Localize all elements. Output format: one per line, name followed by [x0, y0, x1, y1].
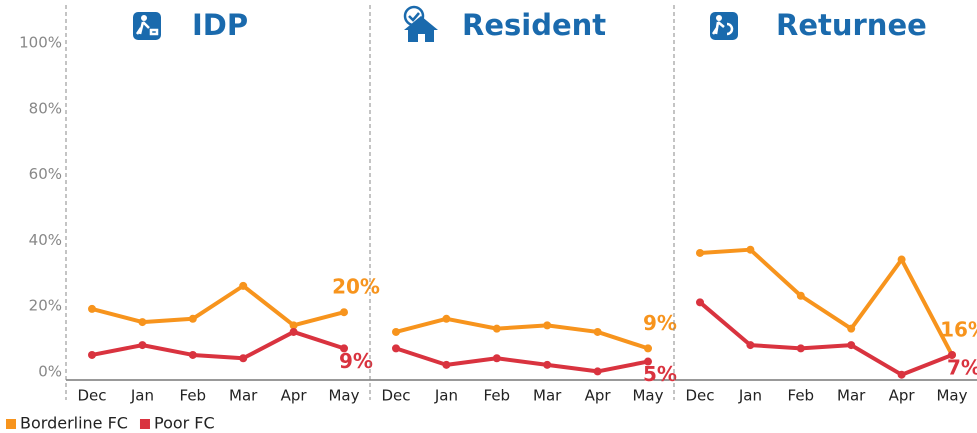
y-tick-label: 40%: [29, 231, 62, 249]
point: [239, 354, 248, 363]
point: [593, 367, 602, 376]
x-tick-label: Apr: [585, 387, 612, 405]
y-tick-label: 80%: [29, 99, 62, 117]
series-line: [698, 300, 953, 377]
series-line: [91, 283, 345, 328]
y-tick-label: 20%: [29, 297, 62, 315]
legend-label: Poor FC: [154, 414, 215, 433]
point: [340, 344, 348, 353]
x-tick-label: Dec: [685, 387, 714, 405]
y-tick-label: 100%: [19, 34, 62, 52]
point: [492, 354, 501, 363]
series-line: [395, 346, 649, 374]
x-tick-label: Apr: [889, 387, 916, 405]
legend-label: Borderline FC: [20, 414, 128, 433]
point: [847, 341, 856, 350]
series-line: [699, 247, 954, 356]
end-label: 7%: [947, 355, 977, 379]
x-tick-label: Jan: [130, 387, 154, 405]
x-tick-label: Feb: [788, 387, 815, 405]
point: [644, 357, 652, 366]
point: [442, 314, 451, 323]
point: [796, 344, 805, 353]
point: [746, 245, 755, 254]
legend-swatch: [6, 419, 16, 429]
end-label: 9%: [339, 349, 373, 373]
end-label: 5%: [643, 362, 677, 386]
point: [88, 350, 96, 359]
point: [88, 304, 96, 313]
point: [188, 350, 197, 359]
x-tick-label: Mar: [533, 387, 562, 405]
point: [593, 327, 602, 336]
point: [897, 255, 906, 264]
point: [340, 308, 348, 317]
series-line: [395, 316, 649, 351]
point: [696, 298, 704, 307]
x-tick-label: Dec: [381, 387, 410, 405]
y-tick-label: 60%: [29, 165, 62, 183]
icon: [403, 5, 438, 42]
x-tick-label: Dec: [77, 387, 106, 405]
point: [188, 314, 197, 323]
point: [644, 344, 652, 353]
x-tick-label: Jan: [738, 387, 762, 405]
end-label: 20%: [332, 275, 380, 299]
panel-title: Resident: [462, 8, 606, 42]
icon: [710, 12, 738, 40]
point: [239, 281, 248, 290]
point: [847, 324, 856, 333]
x-tick-label: Feb: [180, 387, 207, 405]
legend-swatch: [139, 419, 150, 429]
x-tick-label: Mar: [837, 387, 866, 405]
x-tick-label: Apr: [281, 387, 308, 405]
icon: [133, 12, 161, 40]
x-tick-label: Mar: [229, 387, 258, 405]
y-tick-label: 0%: [38, 363, 62, 381]
point: [897, 370, 906, 379]
point: [138, 341, 147, 350]
point: [442, 360, 451, 369]
x-tick-label: May: [632, 387, 663, 405]
point: [392, 327, 400, 336]
point: [696, 248, 704, 257]
point: [289, 327, 298, 336]
x-tick-label: Jan: [434, 387, 458, 405]
series-line: [91, 329, 345, 361]
point: [492, 324, 501, 333]
x-tick-label: Feb: [484, 387, 511, 405]
panel-title: IDP: [192, 8, 248, 42]
point: [948, 350, 956, 359]
point: [138, 318, 147, 327]
point: [796, 291, 805, 300]
end-label: 9%: [643, 311, 677, 335]
x-tick-label: May: [936, 387, 967, 405]
point: [746, 341, 755, 350]
x-tick-label: May: [328, 387, 359, 405]
point: [289, 321, 298, 330]
end-label: 16%: [940, 317, 977, 341]
point: [543, 360, 552, 369]
panel-title: Returnee: [776, 8, 927, 42]
point: [392, 344, 400, 353]
point: [543, 321, 552, 330]
